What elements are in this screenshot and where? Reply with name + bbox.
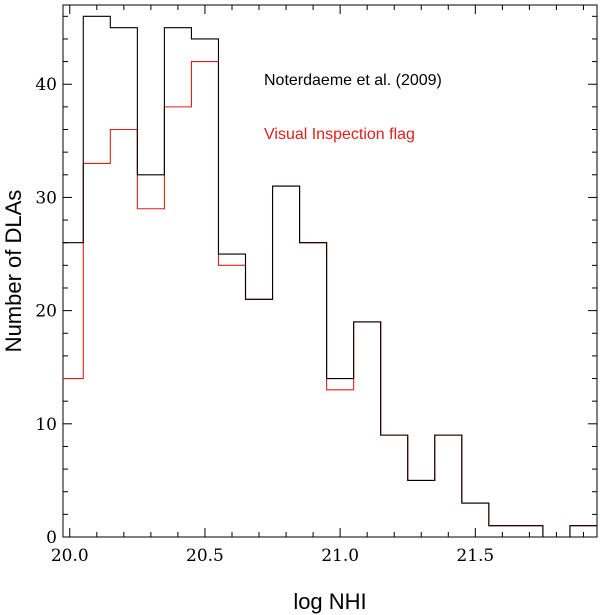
y-axis-title: Number of DLAs — [1, 190, 26, 353]
x-tick-label: 20.5 — [186, 546, 224, 566]
x-axis-title: log NHI — [293, 589, 366, 614]
x-tick-label: 21.0 — [321, 546, 359, 566]
y-tick-label: 40 — [35, 75, 57, 95]
series-layer — [63, 15, 597, 538]
tick-labels: 20.0 20.5 21.0 21.5 0 10 20 30 40 — [35, 75, 494, 566]
y-tick-label: 30 — [35, 188, 57, 208]
y-tick-label: 0 — [46, 528, 57, 548]
plot-frame — [62, 4, 598, 538]
legend-visual-inspection: Visual Inspection flag — [264, 126, 415, 143]
legend-noterdaeme: Noterdaeme et al. (2009) — [264, 72, 442, 89]
x-tick-label: 21.5 — [456, 546, 494, 566]
axis-ticks — [63, 5, 597, 538]
x-tick-label: 20.0 — [51, 546, 89, 566]
y-tick-label: 10 — [35, 415, 57, 435]
y-tick-label: 20 — [35, 302, 57, 322]
series-noterdaeme-line — [63, 15, 597, 538]
